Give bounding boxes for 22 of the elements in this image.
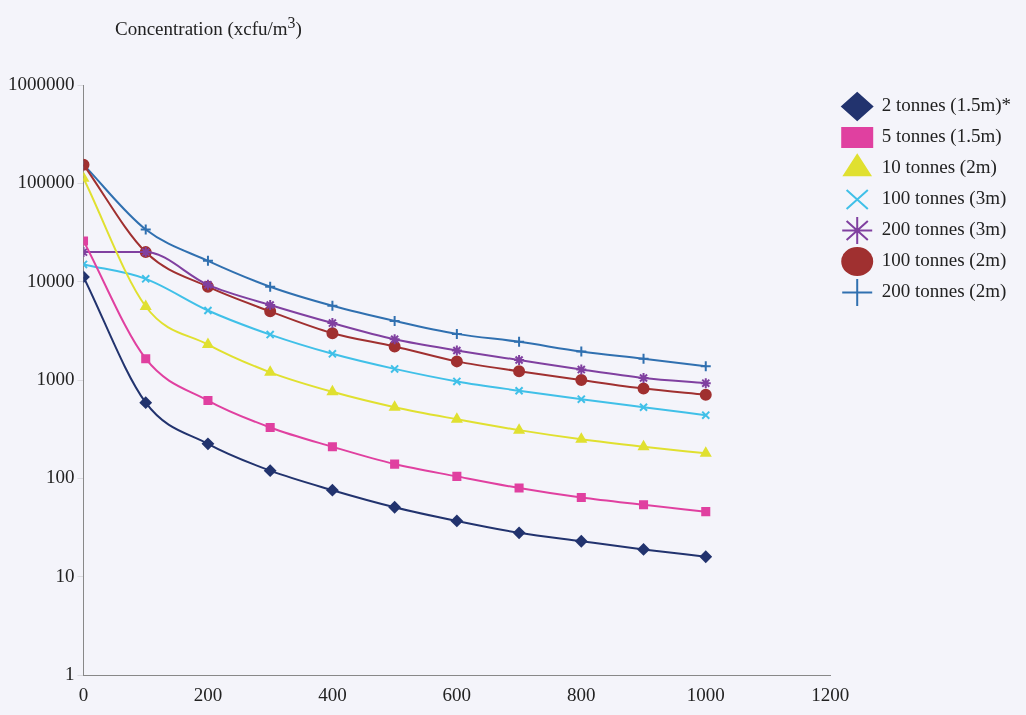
y-tick-label: 1 [65,663,75,685]
legend-label: 200 tonnes (3m) [881,218,1007,241]
legend-label: 2 tonnes (1.5m)* [881,94,1012,117]
y-tick-label: 1000 [36,368,75,390]
x-tick-label: 800 [567,683,596,705]
x-tick-label: 200 [193,683,223,705]
y-tick-label: 100 [46,466,75,488]
y-tick-label: 100000 [17,171,75,193]
x-tick-label: 0 [78,683,89,705]
legend-label: 200 tonnes (2m) [881,280,1007,303]
legend-label: 5 tonnes (1.5m) [881,125,1002,148]
x-tick-label: 400 [318,683,347,705]
legend-label: 100 tonnes (2m) [881,249,1007,272]
y-tick-label: 10 [55,564,75,586]
x-tick-label: 600 [442,683,472,705]
x-tick-label: 1000 [686,683,725,705]
legend-label: 100 tonnes (3m) [881,187,1007,210]
y-tick-label: 1000000 [8,72,75,94]
x-tick-label: 1200 [811,683,850,705]
legend-label: 10 tonnes (2m) [881,156,997,179]
y-tick-label: 10000 [27,269,75,291]
y-axis-title: Concentration (xcfu/m$^{3}$) [115,14,302,41]
